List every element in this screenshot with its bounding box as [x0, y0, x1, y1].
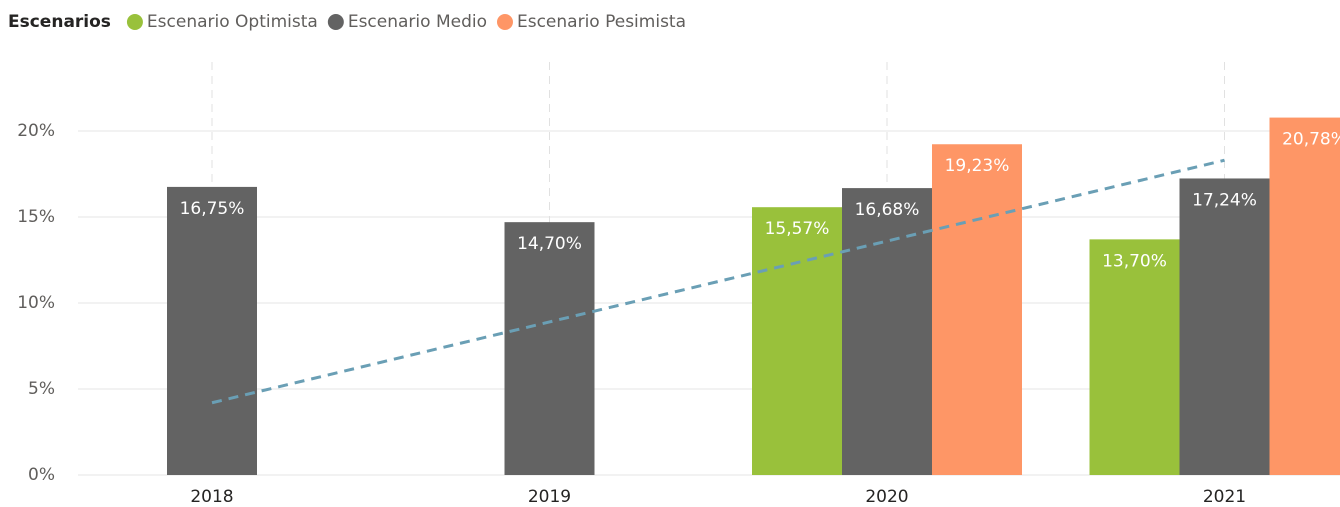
legend-label: Escenario Pesimista: [517, 12, 686, 32]
bar: [1089, 239, 1180, 475]
x-tick-label: 2019: [528, 487, 571, 507]
data-label: 14,70%: [517, 234, 582, 254]
data-label: 13,70%: [1102, 251, 1167, 271]
legend-swatch: [126, 14, 143, 30]
y-tick-label: 5%: [28, 379, 55, 399]
y-tick-label: 0%: [28, 465, 55, 485]
data-label: 17,24%: [1192, 190, 1257, 210]
data-label: 19,23%: [945, 156, 1010, 176]
bar: [842, 188, 932, 475]
x-tick-label: 2021: [1203, 487, 1246, 507]
bar: [504, 222, 595, 475]
legend-label: Escenario Medio: [348, 12, 487, 32]
data-label: 15,57%: [765, 219, 830, 239]
y-tick-label: 15%: [17, 207, 55, 227]
bar: [932, 144, 1022, 475]
bar: [752, 207, 842, 476]
x-tick-label: 2018: [190, 487, 233, 507]
bar: [1179, 178, 1270, 476]
legend-title: Escenarios: [8, 12, 111, 32]
legend-swatch: [496, 14, 513, 30]
legend-swatch: [327, 14, 344, 30]
legend-label: Escenario Optimista: [147, 12, 318, 32]
trend-line: [211, 158, 1225, 405]
data-label: 16,68%: [855, 200, 920, 220]
y-tick-label: 20%: [17, 121, 55, 141]
data-label: 16,75%: [180, 199, 245, 219]
bar: [1269, 117, 1340, 476]
y-tick-label: 10%: [17, 293, 55, 313]
bar: [167, 186, 257, 475]
x-tick-label: 2020: [865, 487, 908, 507]
data-label: 20,78%: [1282, 130, 1340, 150]
